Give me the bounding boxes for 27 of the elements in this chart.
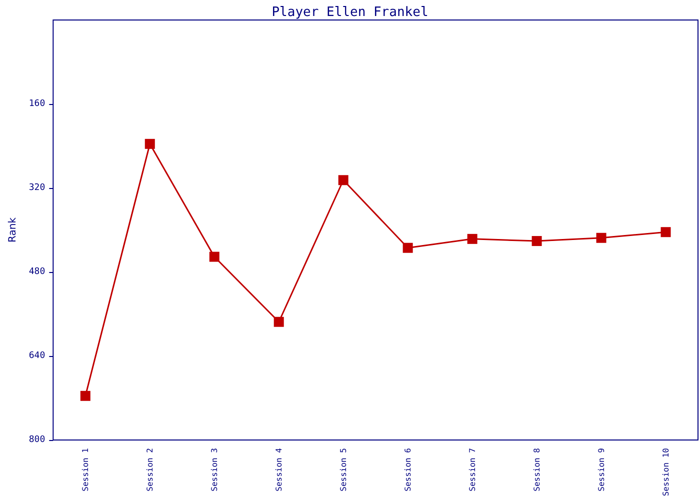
x-tick-label: Session 8 (532, 448, 542, 492)
x-tick-label: Session 3 (210, 448, 219, 492)
x-tick-label: Session 5 (338, 448, 348, 492)
y-axis-title: Rank (8, 217, 18, 242)
point (660, 227, 671, 238)
y-tick-label: 480 (28, 267, 46, 277)
x-tick-label: Session 10 (661, 448, 670, 496)
point (209, 252, 220, 262)
x-tick-label: Session 9 (596, 448, 606, 492)
chart-title: Player Ellen Frankel (272, 5, 428, 20)
point (467, 234, 478, 244)
point (402, 242, 413, 253)
x-tick-label: Session 6 (403, 448, 412, 492)
y-tick-label: 800 (28, 435, 46, 445)
x-tick-label: Session 2 (145, 448, 154, 492)
point (144, 138, 155, 149)
point (338, 175, 348, 186)
x-tick-label: Session 7 (468, 448, 477, 492)
point (274, 316, 284, 327)
point (596, 232, 606, 243)
y-tick-label: 640 (28, 351, 46, 361)
point (532, 236, 542, 246)
x-tick-label: Session 1 (80, 448, 90, 492)
point (80, 390, 90, 401)
y-tick-label: 160 (28, 99, 46, 109)
y-tick-label: 320 (28, 183, 46, 193)
x-tick-label: Session 4 (274, 448, 284, 492)
